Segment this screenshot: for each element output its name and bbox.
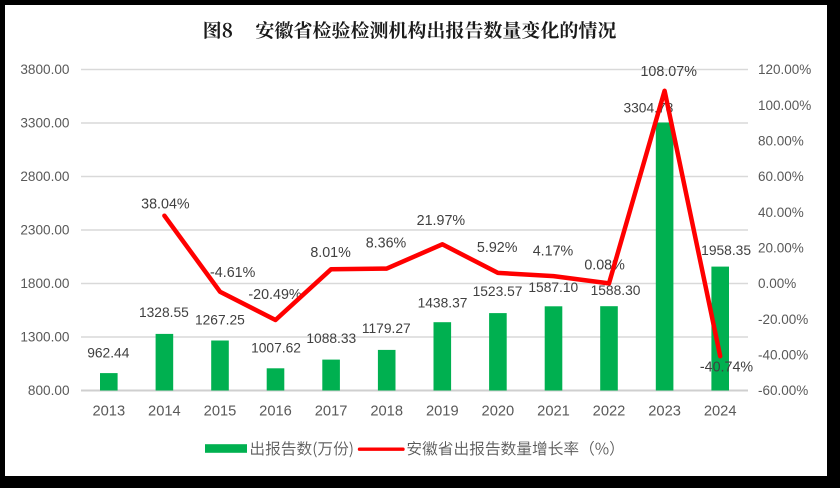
svg-text:1958.35: 1958.35: [701, 243, 751, 258]
svg-text:38.04%: 38.04%: [141, 197, 190, 213]
svg-text:2022: 2022: [593, 404, 626, 420]
svg-text:2014: 2014: [148, 404, 181, 420]
svg-text:800.00: 800.00: [28, 383, 70, 398]
svg-text:2015: 2015: [204, 404, 237, 420]
svg-text:1007.62: 1007.62: [251, 340, 301, 355]
svg-text:40.00%: 40.00%: [758, 205, 804, 220]
svg-text:2018: 2018: [370, 404, 403, 420]
svg-text:1523.57: 1523.57: [473, 284, 523, 299]
svg-text:80.00%: 80.00%: [758, 133, 804, 148]
svg-text:1800.00: 1800.00: [20, 276, 70, 291]
svg-text:-20.49%: -20.49%: [248, 287, 302, 303]
svg-text:1300.00: 1300.00: [20, 329, 70, 344]
svg-text:3800.00: 3800.00: [20, 62, 70, 77]
svg-text:2023: 2023: [648, 404, 681, 420]
svg-text:2017: 2017: [315, 404, 348, 420]
svg-text:2021: 2021: [537, 404, 570, 420]
svg-text:120.00%: 120.00%: [758, 62, 811, 77]
svg-text:2019: 2019: [426, 404, 459, 420]
svg-text:1328.55: 1328.55: [139, 305, 189, 320]
svg-text:20.00%: 20.00%: [758, 240, 804, 255]
svg-text:1088.33: 1088.33: [306, 331, 356, 346]
svg-text:-4.61%: -4.61%: [210, 265, 256, 281]
svg-text:5.92%: 5.92%: [477, 240, 518, 256]
svg-text:100.00%: 100.00%: [758, 98, 811, 113]
svg-text:-60.00%: -60.00%: [758, 383, 808, 398]
svg-text:1588.30: 1588.30: [591, 283, 641, 298]
svg-text:60.00%: 60.00%: [758, 169, 804, 184]
svg-text:8.01%: 8.01%: [310, 245, 351, 261]
svg-text:1179.27: 1179.27: [362, 321, 411, 336]
svg-text:962.44: 962.44: [87, 346, 130, 361]
svg-text:2300.00: 2300.00: [20, 222, 70, 237]
svg-text:1267.25: 1267.25: [195, 313, 245, 328]
svg-text:2800.00: 2800.00: [20, 169, 70, 184]
svg-text:2020: 2020: [482, 404, 515, 420]
svg-text:-40.00%: -40.00%: [758, 347, 808, 362]
svg-text:2016: 2016: [259, 404, 292, 420]
svg-text:8.36%: 8.36%: [366, 235, 407, 251]
svg-text:108.07%: 108.07%: [640, 64, 697, 80]
svg-text:-40.74%: -40.74%: [700, 360, 754, 376]
svg-text:-20.00%: -20.00%: [758, 312, 808, 327]
svg-text:3300.00: 3300.00: [20, 115, 70, 130]
svg-text:0.00%: 0.00%: [758, 276, 796, 291]
svg-text:1438.37: 1438.37: [418, 295, 468, 310]
svg-text:21.97%: 21.97%: [417, 213, 466, 229]
svg-text:4.17%: 4.17%: [533, 244, 574, 260]
svg-text:2013: 2013: [92, 404, 125, 420]
svg-text:0.08%: 0.08%: [584, 257, 625, 273]
svg-text:1587.10: 1587.10: [528, 280, 578, 295]
svg-text:2024: 2024: [704, 404, 737, 420]
